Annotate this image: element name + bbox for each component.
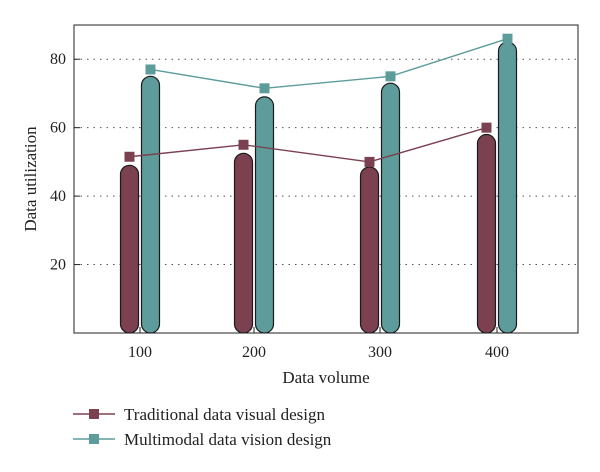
- line-traditional: [129, 126, 487, 163]
- line-multimodal: [150, 38, 508, 90]
- y-tick-label: 20: [50, 257, 66, 274]
- bar-traditional-100: [119, 164, 140, 334]
- y-tick-label: 80: [50, 51, 66, 68]
- series-markers: [124, 33, 513, 167]
- x-tick-label: 400: [485, 344, 509, 361]
- marker-multimodal-200: [259, 83, 270, 94]
- y-tick-label: 40: [50, 188, 66, 205]
- x-tick-label: 100: [128, 344, 152, 361]
- bar-traditional-400: [476, 133, 497, 334]
- marker-traditional-400: [481, 122, 492, 133]
- bar-traditional-300: [359, 166, 380, 334]
- y-tick-label: 60: [50, 120, 66, 137]
- x-axis-label: Data volume: [282, 368, 369, 387]
- bar-multimodal-300: [380, 82, 401, 334]
- x-tick-label: 300: [368, 344, 392, 361]
- bar-traditional-200: [233, 152, 254, 334]
- bar-multimodal-400: [497, 41, 518, 334]
- x-tick-label: 200: [242, 344, 266, 361]
- plot-area-frame: [73, 24, 579, 334]
- x-axis-ticks: 100 200 300 400: [128, 327, 509, 361]
- marker-traditional-100: [124, 151, 135, 162]
- series-lines: [129, 38, 508, 163]
- marker-multimodal-100: [145, 64, 156, 75]
- legend-label-2: Multimodal data vision design: [124, 430, 332, 449]
- legend-marker-2: [89, 434, 99, 444]
- bar-multimodal-200: [254, 96, 275, 334]
- y-axis-label: Data utilization: [21, 126, 40, 232]
- legend-label-1: Traditional data visual design: [124, 405, 325, 424]
- bars: [119, 41, 518, 334]
- marker-traditional-300: [364, 156, 375, 167]
- legend: Traditional data visual design Multimodal…: [73, 405, 332, 449]
- legend-marker-1: [89, 409, 99, 419]
- y-axis-ticks: 20 40 60 80: [50, 51, 80, 274]
- marker-multimodal-400: [502, 33, 513, 44]
- bar-multimodal-100: [140, 75, 161, 334]
- marker-multimodal-300: [385, 71, 396, 82]
- marker-traditional-200: [238, 139, 249, 150]
